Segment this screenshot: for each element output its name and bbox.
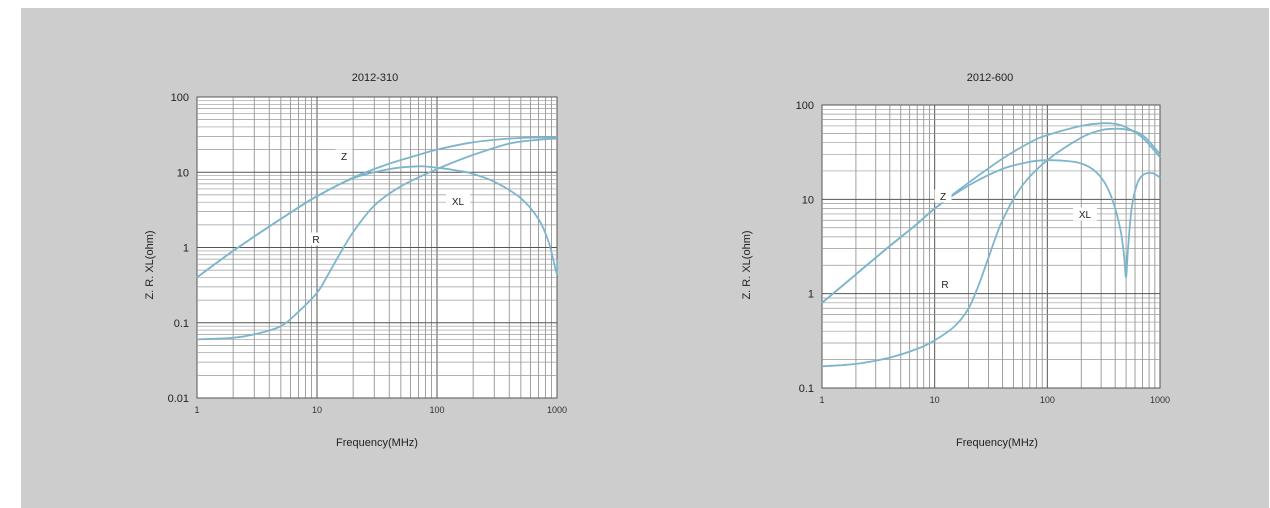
x-axis-label: Frequency(MHz): [956, 437, 1038, 449]
y-tick-label: 1: [183, 243, 189, 255]
x-tick-label: 10: [930, 395, 940, 405]
plot-area: [821, 104, 1161, 389]
y-axis-label: Z. R. XL(ohm): [741, 230, 753, 299]
x-tick-label: 1000: [547, 405, 567, 415]
series-label-bg: [1073, 207, 1097, 221]
series-line-xl: [821, 159, 1161, 304]
series-label-r: R: [941, 280, 948, 291]
x-tick-label: 10: [312, 405, 322, 415]
x-tick-label: 100: [1040, 395, 1055, 405]
chart-2012-310: 2012-310 1 10 100 1000 0.01 0.1 1 10 100 Z XL R Fre…: [144, 72, 567, 449]
series-label-bg: [936, 277, 954, 291]
y-tick-label: 100: [171, 92, 189, 104]
series-line-r: [196, 137, 558, 341]
series-label-xl: XL: [452, 197, 465, 208]
series-label-bg: [307, 232, 325, 246]
y-tick-label: 100: [796, 100, 814, 112]
y-tick-label: 0.1: [799, 383, 814, 395]
y-tick-label: 10: [802, 194, 814, 206]
x-tick-label: 1: [194, 405, 199, 415]
y-tick-label: 10: [177, 167, 189, 179]
series-label-z: Z: [940, 192, 946, 203]
series-label-r: R: [312, 235, 319, 246]
x-tick-label: 1000: [1150, 395, 1170, 405]
grid: [821, 105, 1160, 389]
series-line-xl: [196, 165, 559, 279]
y-tick-label: 1: [808, 289, 814, 301]
series-label-bg: [446, 194, 470, 208]
grid: [196, 97, 557, 399]
y-tick-label: 0.01: [168, 393, 189, 405]
x-tick-label: 1: [819, 395, 824, 405]
x-tick-label: 100: [429, 405, 444, 415]
series-line-r: [821, 127, 1161, 368]
series-label-xl: XL: [1079, 210, 1092, 221]
series-label-z: Z: [341, 152, 347, 163]
y-tick-label: 0.1: [174, 318, 189, 330]
series-label-bg: [335, 149, 353, 163]
chart-title: 2012-600: [967, 72, 1014, 84]
chart-2012-600: 2012-600 1 10 100 1000 0.1 1 10 100 Z XL R Frequen…: [741, 72, 1170, 449]
chart-title: 2012-310: [352, 72, 399, 84]
series-label-bg: [934, 189, 952, 203]
y-axis-label: Z. R. XL(ohm): [144, 230, 156, 299]
x-axis-label: Frequency(MHz): [336, 437, 418, 449]
